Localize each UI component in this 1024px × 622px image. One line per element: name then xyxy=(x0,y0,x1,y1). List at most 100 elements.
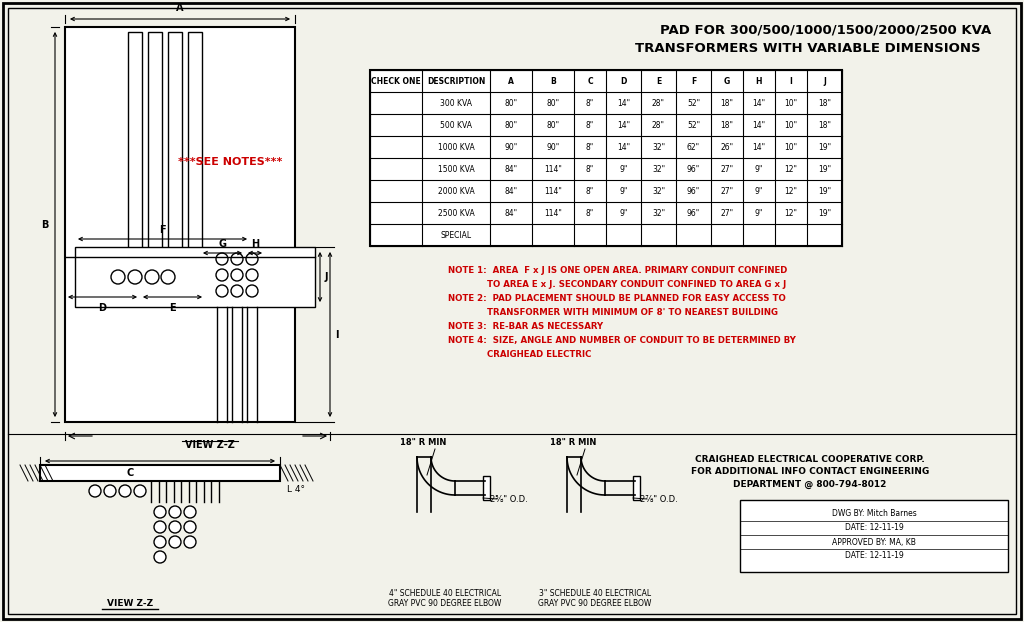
Circle shape xyxy=(169,536,181,548)
Bar xyxy=(633,476,640,500)
Text: A: A xyxy=(176,3,183,13)
Text: DEPARTMENT @ 800-794-8012: DEPARTMENT @ 800-794-8012 xyxy=(733,480,887,488)
Text: 90": 90" xyxy=(547,142,560,152)
Text: 10": 10" xyxy=(784,142,798,152)
Text: 18": 18" xyxy=(818,98,831,108)
Text: D: D xyxy=(621,77,627,85)
Text: DATE: 12-11-19: DATE: 12-11-19 xyxy=(845,524,903,532)
Text: VIEW Z-Z: VIEW Z-Z xyxy=(185,440,234,450)
Text: DWG BY: Mitch Barnes: DWG BY: Mitch Barnes xyxy=(831,509,916,519)
Text: SPECIAL: SPECIAL xyxy=(440,231,472,239)
Text: J: J xyxy=(823,77,826,85)
Text: 8": 8" xyxy=(586,142,594,152)
Text: 80": 80" xyxy=(505,121,517,129)
Text: I: I xyxy=(335,330,339,340)
Bar xyxy=(483,476,490,500)
Circle shape xyxy=(184,521,196,533)
Text: GRAY PVC 90 DEGREE ELBOW: GRAY PVC 90 DEGREE ELBOW xyxy=(388,600,502,608)
Text: DATE: 12-11-19: DATE: 12-11-19 xyxy=(845,552,903,560)
Text: 9": 9" xyxy=(620,187,628,195)
Circle shape xyxy=(216,285,228,297)
Circle shape xyxy=(231,253,243,265)
Text: 26": 26" xyxy=(721,142,733,152)
Text: A: A xyxy=(508,77,514,85)
Bar xyxy=(65,27,295,422)
Text: CRAIGHEAD ELECTRICAL COOPERATIVE CORP.: CRAIGHEAD ELECTRICAL COOPERATIVE CORP. xyxy=(695,455,925,465)
Text: F: F xyxy=(691,77,696,85)
Circle shape xyxy=(231,269,243,281)
Text: 12": 12" xyxy=(784,208,798,218)
Circle shape xyxy=(119,485,131,497)
Circle shape xyxy=(104,485,116,497)
Text: H: H xyxy=(756,77,762,85)
Text: 52": 52" xyxy=(687,121,700,129)
Text: 10": 10" xyxy=(784,121,798,129)
Text: 80": 80" xyxy=(547,98,559,108)
Text: 14": 14" xyxy=(753,142,766,152)
Text: ***SEE NOTES***: ***SEE NOTES*** xyxy=(178,157,283,167)
Circle shape xyxy=(111,270,125,284)
Text: 9": 9" xyxy=(755,164,763,174)
Circle shape xyxy=(154,551,166,563)
Text: 2000 KVA: 2000 KVA xyxy=(437,187,474,195)
Text: APPROVED BY: MA, KB: APPROVED BY: MA, KB xyxy=(833,537,915,547)
Text: 90": 90" xyxy=(505,142,517,152)
Bar xyxy=(40,465,280,481)
Text: 18": 18" xyxy=(818,121,831,129)
Circle shape xyxy=(246,253,258,265)
Text: 84": 84" xyxy=(505,164,517,174)
Text: 12": 12" xyxy=(784,187,798,195)
Text: 27": 27" xyxy=(721,187,733,195)
Circle shape xyxy=(184,506,196,518)
Text: 114": 114" xyxy=(544,164,562,174)
Text: 8": 8" xyxy=(586,187,594,195)
Bar xyxy=(370,70,842,246)
Circle shape xyxy=(89,485,101,497)
Text: 96": 96" xyxy=(687,164,700,174)
Text: 32": 32" xyxy=(652,187,665,195)
Text: NOTE 4:  SIZE, ANGLE AND NUMBER OF CONDUIT TO BE DETERMINED BY: NOTE 4: SIZE, ANGLE AND NUMBER OF CONDUI… xyxy=(449,336,796,345)
Text: 9": 9" xyxy=(755,187,763,195)
Circle shape xyxy=(216,253,228,265)
Text: 114": 114" xyxy=(544,208,562,218)
Text: PAD FOR 300/500/1000/1500/2000/2500 KVA: PAD FOR 300/500/1000/1500/2000/2500 KVA xyxy=(660,24,991,37)
Text: 19": 19" xyxy=(818,208,831,218)
Text: 14": 14" xyxy=(616,142,630,152)
Text: CRAIGHEAD ELECTRIC: CRAIGHEAD ELECTRIC xyxy=(449,350,592,359)
Text: 18": 18" xyxy=(721,121,733,129)
Text: 18" R MIN: 18" R MIN xyxy=(550,438,596,447)
Text: 9": 9" xyxy=(755,208,763,218)
Text: 32": 32" xyxy=(652,208,665,218)
Text: 32": 32" xyxy=(652,164,665,174)
Text: 2⅞" O.D.: 2⅞" O.D. xyxy=(640,494,678,503)
Bar xyxy=(188,32,202,252)
Text: 300 KVA: 300 KVA xyxy=(440,98,472,108)
Bar xyxy=(148,32,162,252)
Text: TO AREA E x J. SECONDARY CONDUIT CONFINED TO AREA G x J: TO AREA E x J. SECONDARY CONDUIT CONFINE… xyxy=(449,280,786,289)
Text: 9": 9" xyxy=(620,164,628,174)
Text: 500 KVA: 500 KVA xyxy=(440,121,472,129)
Bar xyxy=(168,32,182,252)
Text: GRAY PVC 90 DEGREE ELBOW: GRAY PVC 90 DEGREE ELBOW xyxy=(539,600,651,608)
Bar xyxy=(740,500,1008,572)
Text: 27": 27" xyxy=(721,164,733,174)
Text: 4" SCHEDULE 40 ELECTRICAL: 4" SCHEDULE 40 ELECTRICAL xyxy=(389,590,501,598)
Text: 8": 8" xyxy=(586,121,594,129)
Text: 14": 14" xyxy=(753,98,766,108)
Bar xyxy=(128,32,142,252)
Circle shape xyxy=(216,269,228,281)
Text: NOTE 2:  PAD PLACEMENT SHOULD BE PLANNED FOR EASY ACCESS TO: NOTE 2: PAD PLACEMENT SHOULD BE PLANNED … xyxy=(449,294,785,303)
Text: 8": 8" xyxy=(586,164,594,174)
Text: 96": 96" xyxy=(687,208,700,218)
Text: 52": 52" xyxy=(687,98,700,108)
Circle shape xyxy=(246,285,258,297)
Text: 8": 8" xyxy=(586,208,594,218)
Circle shape xyxy=(145,270,159,284)
Text: I: I xyxy=(790,77,793,85)
Text: C: C xyxy=(587,77,593,85)
Text: TRANSFORMER WITH MINIMUM OF 8' TO NEAREST BUILDING: TRANSFORMER WITH MINIMUM OF 8' TO NEARES… xyxy=(449,308,778,317)
Text: B: B xyxy=(42,220,49,230)
Bar xyxy=(75,247,315,307)
Text: 1500 KVA: 1500 KVA xyxy=(437,164,474,174)
Text: 12": 12" xyxy=(784,164,798,174)
